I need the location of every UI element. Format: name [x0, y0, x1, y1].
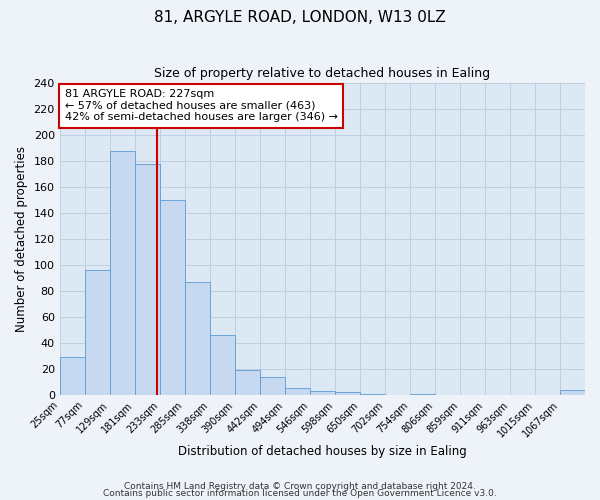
Bar: [560, 390, 585, 395]
Text: 81, ARGYLE ROAD, LONDON, W13 0LZ: 81, ARGYLE ROAD, LONDON, W13 0LZ: [154, 10, 446, 25]
Y-axis label: Number of detached properties: Number of detached properties: [15, 146, 28, 332]
Bar: [235, 370, 260, 395]
Bar: [335, 392, 360, 395]
Bar: [410, 394, 434, 395]
Bar: [160, 200, 185, 395]
Text: Contains public sector information licensed under the Open Government Licence v3: Contains public sector information licen…: [103, 489, 497, 498]
Text: Contains HM Land Registry data © Crown copyright and database right 2024.: Contains HM Land Registry data © Crown c…: [124, 482, 476, 491]
Bar: [210, 335, 235, 395]
Bar: [185, 282, 210, 395]
Bar: [59, 357, 85, 395]
Bar: [134, 164, 160, 395]
Bar: [85, 270, 110, 395]
Bar: [110, 150, 134, 395]
Bar: [285, 388, 310, 395]
Text: 81 ARGYLE ROAD: 227sqm
← 57% of detached houses are smaller (463)
42% of semi-de: 81 ARGYLE ROAD: 227sqm ← 57% of detached…: [65, 90, 338, 122]
X-axis label: Distribution of detached houses by size in Ealing: Distribution of detached houses by size …: [178, 444, 467, 458]
Bar: [360, 394, 385, 395]
Title: Size of property relative to detached houses in Ealing: Size of property relative to detached ho…: [154, 68, 490, 80]
Bar: [310, 391, 335, 395]
Bar: [260, 376, 285, 395]
